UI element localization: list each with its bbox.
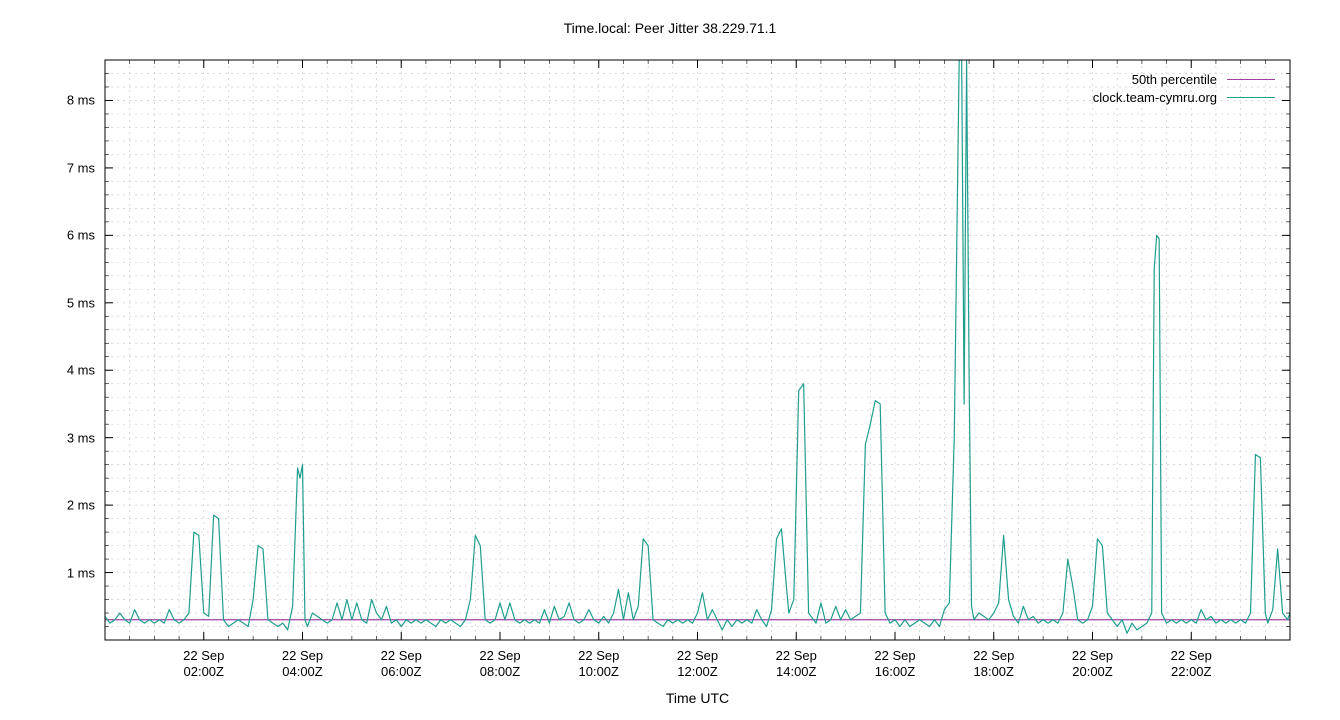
y-tick-label: 6 ms [0,228,95,243]
x-tick-label: 22 Sep16:00Z [850,648,940,681]
legend-label: 50th percentile [1132,72,1217,87]
chart-root: { "title": "Time.local: Peer Jitter 38.2… [0,0,1340,720]
y-tick-label: 8 ms [0,93,95,108]
chart-plot-area [0,0,1340,720]
chart-legend: 50th percentile clock.team-cymru.org [1093,70,1275,106]
legend-entry: 50th percentile [1093,70,1275,88]
x-tick-label: 22 Sep18:00Z [949,648,1039,681]
x-tick-label: 22 Sep14:00Z [751,648,841,681]
legend-swatch [1227,79,1275,80]
x-tick-label: 22 Sep02:00Z [159,648,249,681]
x-axis-label: Time UTC [105,690,1290,706]
y-tick-label: 3 ms [0,430,95,445]
legend-label: clock.team-cymru.org [1093,90,1217,105]
x-tick-label: 22 Sep08:00Z [455,648,545,681]
x-tick-label: 22 Sep06:00Z [356,648,446,681]
legend-entry: clock.team-cymru.org [1093,88,1275,106]
y-tick-label: 2 ms [0,498,95,513]
y-tick-label: 1 ms [0,565,95,580]
y-tick-label: 5 ms [0,295,95,310]
y-tick-label: 4 ms [0,363,95,378]
y-tick-label: 7 ms [0,160,95,175]
x-tick-label: 22 Sep12:00Z [653,648,743,681]
x-tick-label: 22 Sep04:00Z [258,648,348,681]
x-tick-label: 22 Sep10:00Z [554,648,644,681]
legend-swatch [1227,97,1275,98]
x-tick-label: 22 Sep22:00Z [1146,648,1236,681]
x-tick-label: 22 Sep20:00Z [1048,648,1138,681]
